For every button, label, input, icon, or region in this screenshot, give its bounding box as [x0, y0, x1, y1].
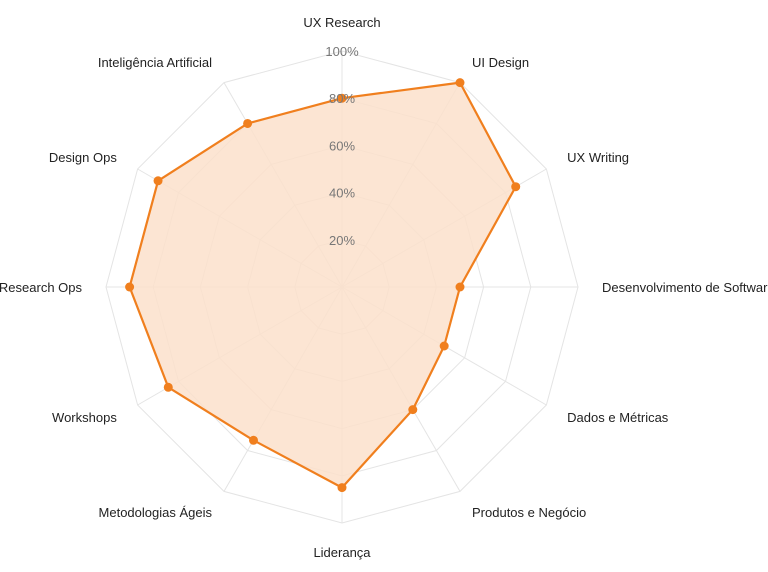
category-label: Liderança	[313, 545, 371, 560]
tick-label: 20%	[329, 233, 355, 248]
tick-label: 40%	[329, 186, 355, 201]
data-point	[249, 435, 258, 445]
data-point	[455, 282, 465, 292]
data-point	[337, 483, 347, 493]
data-point	[337, 93, 347, 103]
data-point	[455, 78, 465, 88]
category-label: Metodologias Ágeis	[99, 505, 213, 520]
category-label: UI Design	[472, 55, 529, 70]
data-point	[408, 405, 418, 415]
data-point	[439, 341, 449, 351]
data-point	[511, 182, 521, 192]
tick-label: 80%	[329, 91, 355, 106]
tick-label: 60%	[329, 138, 355, 153]
category-label: Desenvolvimento de Software	[602, 280, 768, 295]
data-point	[125, 282, 135, 292]
radial-tick-labels: 20% 40% 60% 80% 100%	[325, 44, 359, 248]
data-point	[243, 118, 253, 128]
radar-series	[125, 78, 521, 493]
category-labels: UX Research UI Design UX Writing Desenvolvi…	[0, 15, 768, 560]
data-point	[153, 176, 163, 186]
tick-label: 100%	[325, 44, 359, 59]
category-label: Design Ops	[49, 150, 117, 165]
category-label: Dados e Métricas	[567, 410, 669, 425]
data-point	[163, 382, 173, 392]
category-label: Research Ops	[0, 280, 82, 295]
category-label: Workshops	[52, 410, 117, 425]
category-label: UX Research	[303, 15, 380, 30]
category-label: Inteligência Artificial	[98, 55, 212, 70]
category-label: Produtos e Negócio	[472, 505, 586, 520]
category-label: UX Writing	[567, 150, 629, 165]
